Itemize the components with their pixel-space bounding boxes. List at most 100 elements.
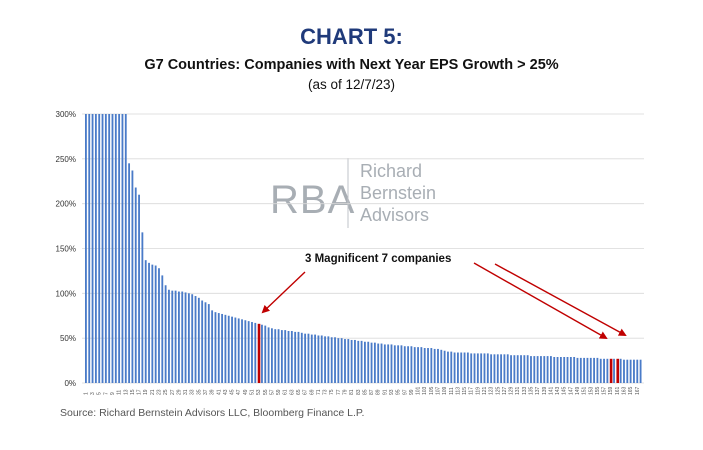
- bar: [138, 194, 140, 383]
- bar: [317, 335, 320, 383]
- bar: [370, 342, 373, 383]
- bar: [470, 353, 473, 383]
- arrow-to-bar-161: [494, 263, 627, 336]
- x-tick-label: 55: [263, 389, 269, 395]
- x-tick-label: 39: [210, 389, 216, 395]
- bar: [639, 359, 642, 383]
- bar: [556, 357, 559, 383]
- bar: [274, 329, 277, 383]
- x-tick-label: 153: [588, 386, 594, 395]
- bar: [400, 345, 403, 383]
- bar: [171, 290, 174, 383]
- x-tick-label: 85: [362, 389, 368, 395]
- bar: [407, 346, 410, 383]
- x-tick-label: 75: [329, 389, 335, 395]
- x-tick-label: 7: [103, 392, 109, 395]
- x-tick-label: 15: [130, 389, 136, 395]
- bar: [636, 359, 639, 383]
- x-tick-label: 115: [462, 387, 468, 395]
- bar: [194, 296, 197, 383]
- x-tick-label: 131: [515, 386, 521, 395]
- bar: [91, 114, 94, 383]
- bar: [553, 357, 556, 383]
- bar: [280, 330, 283, 383]
- bar: [181, 291, 184, 383]
- bar: [480, 353, 483, 383]
- highlighted-bar: [257, 323, 261, 383]
- x-tick-label: 125: [495, 386, 501, 395]
- bar: [483, 353, 486, 383]
- bar: [403, 346, 406, 383]
- x-tick-label: 113: [455, 387, 461, 395]
- bar: [430, 348, 433, 383]
- bar: [437, 348, 439, 383]
- bar: [410, 346, 413, 383]
- bar: [354, 339, 356, 383]
- bar: [168, 289, 170, 383]
- x-tick-label: 29: [176, 389, 182, 395]
- bar: [297, 331, 300, 383]
- x-tick-label: 103: [422, 386, 428, 395]
- bar: [271, 328, 273, 383]
- x-tick-label: 43: [223, 389, 229, 395]
- bar: [284, 330, 287, 383]
- logo-name-line1: Richard: [360, 161, 422, 181]
- bar: [503, 354, 506, 383]
- x-tick-label: 17: [137, 389, 143, 395]
- x-tick-label: 73: [323, 389, 329, 395]
- bar: [118, 114, 121, 383]
- bar: [300, 332, 303, 383]
- x-tick-label: 79: [342, 389, 348, 395]
- x-tick-label: 45: [230, 389, 236, 395]
- logo-name-line3: Advisors: [360, 205, 429, 225]
- bar: [550, 356, 552, 383]
- bar: [294, 331, 297, 383]
- x-tick-label: 49: [243, 389, 249, 395]
- x-tick-label: 95: [396, 389, 402, 395]
- bar: [184, 292, 187, 383]
- annotation-label: 3 Magnificent 7 companies: [305, 253, 451, 265]
- bar: [158, 268, 160, 383]
- x-tick-label: 139: [542, 386, 548, 395]
- x-tick-label: 3: [90, 392, 96, 395]
- logo-box: [268, 165, 342, 223]
- logo-letters: RBA: [270, 178, 355, 222]
- x-tick-label: 141: [548, 386, 554, 395]
- x-tick-label: 23: [156, 389, 162, 395]
- bar: [526, 355, 529, 383]
- bar: [224, 314, 227, 383]
- bar: [221, 313, 224, 383]
- bar: [383, 344, 386, 383]
- bar: [231, 316, 233, 383]
- bar: [191, 294, 194, 383]
- bar: [540, 356, 542, 383]
- bar: [530, 356, 532, 383]
- bar: [367, 341, 370, 383]
- x-tick-label: 47: [236, 389, 242, 395]
- bar: [347, 339, 350, 383]
- x-tick-label: 11: [117, 390, 123, 395]
- bar: [486, 353, 489, 383]
- x-tick-label: 101: [416, 386, 422, 395]
- x-tick-label: 147: [568, 386, 574, 395]
- bar: [589, 357, 592, 383]
- x-tick-label: 149: [575, 386, 581, 395]
- bar: [440, 349, 443, 383]
- x-tick-label: 161: [615, 386, 621, 395]
- bar: [447, 351, 449, 383]
- bar: [101, 114, 104, 383]
- bar: [337, 338, 340, 383]
- highlighted-bar: [616, 358, 620, 383]
- bar: [151, 264, 154, 383]
- bar: [197, 297, 200, 383]
- bar: [304, 333, 307, 383]
- bar: [320, 335, 323, 383]
- bar: [417, 347, 419, 383]
- x-tick-label: 117: [469, 387, 475, 395]
- bar: [583, 357, 586, 383]
- bar: [510, 355, 512, 383]
- x-tick-label: 127: [502, 386, 508, 395]
- bar: [314, 334, 317, 383]
- bar: [174, 290, 177, 383]
- bar: [450, 351, 453, 383]
